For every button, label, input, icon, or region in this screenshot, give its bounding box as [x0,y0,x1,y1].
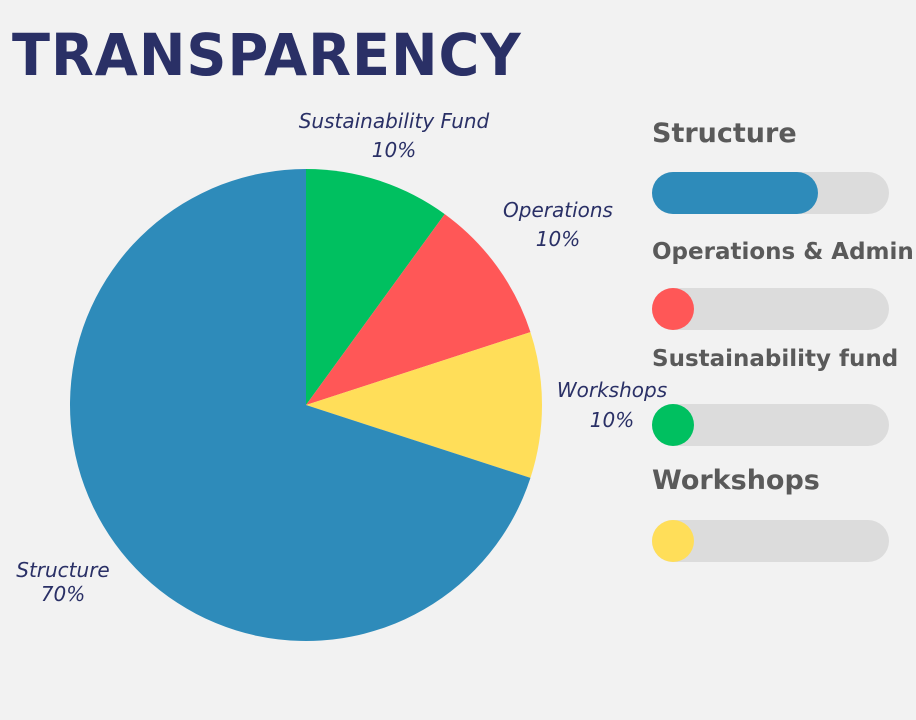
progress-track-sustainability-fund [652,404,889,446]
progress-fill-operations-admin [652,288,694,330]
progress-track-workshops [652,520,889,562]
slice-label-structure: Structure [16,558,109,582]
progress-track-structure [652,172,889,214]
pie-slice-operations [306,214,531,405]
page-title: TRANSPARENCY [12,21,522,89]
bar-label-structure: Structure [652,118,797,149]
slice-value-structure: 70% [41,582,85,606]
slice-value-workshops: 10% [590,408,634,432]
slice-value-sustainability-fund: 10% [372,138,416,162]
progress-track-operations-admin [652,288,889,330]
slice-label-workshops: Workshops [557,378,667,402]
slice-label-operations: Operations [503,198,613,222]
slice-value-operations: 10% [536,227,580,251]
bar-label-workshops: Workshops [652,465,820,496]
progress-fill-structure [652,172,818,214]
bar-label-sustainability-fund: Sustainability fund [652,346,899,372]
pie-slice-sustainability-fund [306,169,445,405]
pie-slice-structure [69,169,531,641]
progress-fill-sustainability-fund [652,404,694,446]
bar-label-operations-admin: Operations & Admin [652,239,914,265]
pie-slice-workshops [306,332,542,478]
progress-fill-workshops [652,520,694,562]
slice-label-sustainability-fund: Sustainability Fund [299,109,490,133]
